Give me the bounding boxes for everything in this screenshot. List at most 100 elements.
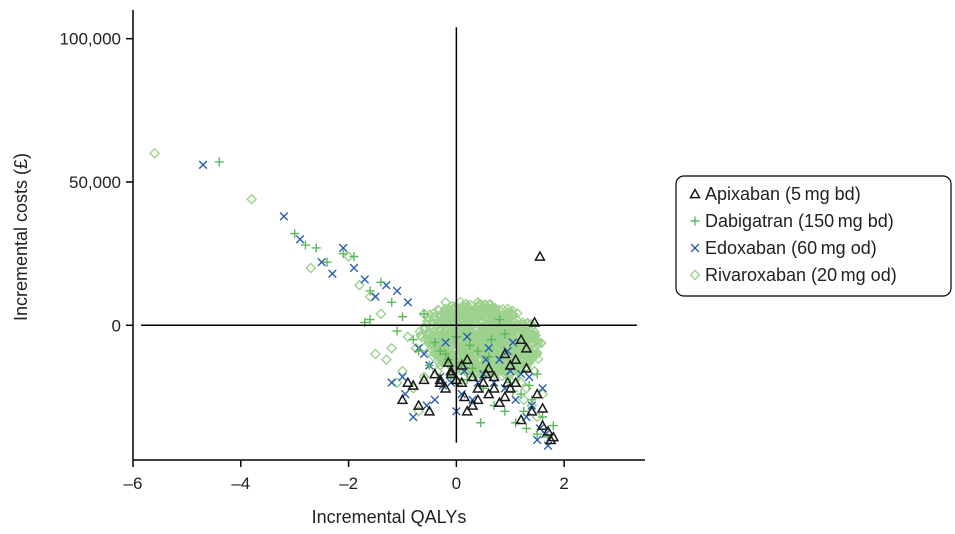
data-point [349, 251, 359, 261]
data-point [531, 388, 543, 399]
data-point [424, 360, 434, 370]
x-axis-label: Incremental QALYs [312, 507, 467, 527]
data-point [524, 380, 534, 390]
data-point [509, 376, 522, 387]
x-tick-label: –6 [124, 474, 143, 493]
x-tick-label: 0 [452, 474, 461, 493]
legend-marker-1 [690, 216, 700, 226]
data-point [534, 250, 546, 261]
data-point [510, 371, 522, 383]
data-point [380, 354, 392, 366]
data-point [461, 302, 473, 314]
y-tick-label: 100,000 [60, 30, 121, 49]
data-point [480, 367, 492, 379]
data-point [445, 365, 457, 376]
data-point [499, 347, 511, 359]
series-1 [214, 157, 558, 442]
data-point [429, 367, 441, 379]
data-point [485, 311, 497, 323]
data-point [370, 348, 382, 360]
legend: Apixaban (5 mg bd) Dabigatran (150 mg bd)… [675, 175, 952, 297]
data-point [434, 376, 446, 387]
data-point [322, 257, 332, 267]
data-point [376, 277, 386, 287]
data-point [520, 362, 533, 373]
data-point [386, 342, 398, 354]
data-point [461, 405, 473, 416]
data-point [472, 382, 484, 393]
x-tick-label: –4 [231, 474, 250, 493]
data-point [442, 356, 455, 367]
data-point [532, 435, 542, 445]
data-point [418, 371, 430, 383]
data-point [198, 160, 208, 170]
data-point [441, 338, 450, 347]
data-point [532, 369, 542, 379]
data-point [483, 325, 495, 337]
data-point [548, 421, 558, 431]
data-point [527, 395, 537, 405]
data-point [434, 373, 446, 385]
data-point [464, 325, 476, 337]
points-layer [149, 147, 560, 450]
data-point [423, 314, 435, 326]
data-point [396, 365, 408, 377]
data-point [467, 348, 479, 360]
data-point [414, 346, 424, 356]
data-point [507, 331, 519, 343]
data-point [500, 406, 510, 416]
data-point [441, 349, 451, 359]
data-point [456, 342, 468, 354]
data-point [300, 240, 310, 250]
data-point [472, 393, 484, 405]
legend-marker-3 [689, 269, 701, 281]
data-point [488, 382, 500, 393]
data-point [493, 396, 506, 408]
data-point [500, 329, 510, 339]
data-point [461, 353, 473, 365]
data-point [465, 340, 475, 350]
data-point [477, 376, 490, 387]
data-point [455, 359, 468, 370]
data-point [365, 286, 375, 296]
data-point [429, 348, 441, 360]
data-point [536, 402, 549, 413]
data-point [279, 212, 289, 221]
data-point [519, 406, 529, 416]
data-point [476, 418, 486, 428]
data-point [508, 338, 518, 347]
legend-marker-2 [690, 243, 700, 253]
data-point [317, 257, 326, 267]
legend-label-3: Rivaroxaban (20 mg od) [705, 265, 897, 285]
data-point [392, 326, 402, 336]
legend-label-0: Apixaban (5 mg bd) [705, 184, 861, 204]
ticks-layer: –6 –4 –2 0 2 0 50,000 100,000 [60, 30, 569, 493]
data-point [214, 157, 224, 167]
data-point [520, 342, 533, 353]
data-point [430, 337, 440, 347]
data-point [482, 362, 495, 373]
data-point [494, 315, 504, 325]
data-point [484, 352, 494, 362]
data-point [375, 308, 387, 320]
data-point [290, 229, 300, 239]
data-point [515, 333, 527, 344]
data-point [473, 346, 483, 356]
data-point [515, 413, 527, 425]
axes-layer [132, 10, 645, 461]
data-point [526, 405, 538, 416]
data-point [423, 405, 436, 416]
data-point [516, 389, 526, 399]
data-point [509, 353, 522, 365]
data-point [440, 296, 452, 308]
legend-label-1: Dabigatran (150 mg bd) [705, 211, 894, 231]
data-point [328, 269, 337, 279]
data-point [458, 390, 471, 402]
data-point [445, 367, 457, 379]
data-point [477, 331, 489, 343]
legend-box [675, 175, 952, 297]
data-point [536, 419, 549, 430]
data-point [419, 309, 429, 319]
data-point [532, 429, 542, 439]
